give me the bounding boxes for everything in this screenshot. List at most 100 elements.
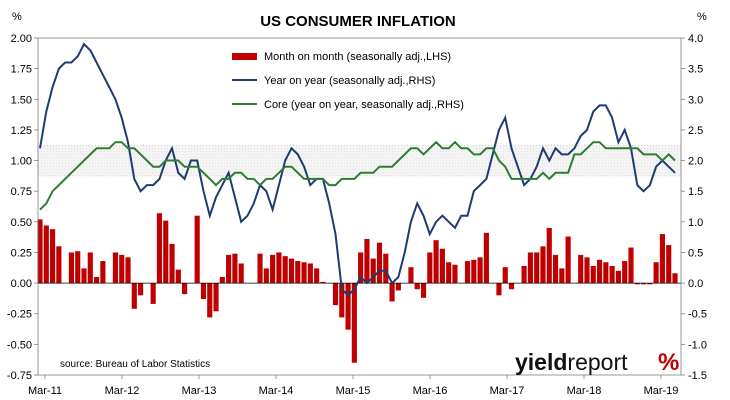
bar-month-on-month bbox=[534, 252, 540, 284]
bar-month-on-month bbox=[288, 258, 295, 284]
bar-month-on-month bbox=[559, 268, 565, 284]
bar-month-on-month bbox=[565, 236, 571, 284]
bar-month-on-month bbox=[609, 265, 615, 284]
bar-month-on-month bbox=[175, 269, 181, 284]
bar-month-on-month bbox=[75, 251, 81, 284]
bar-month-on-month bbox=[320, 281, 326, 284]
bar-month-on-month bbox=[427, 252, 433, 284]
bar-month-on-month bbox=[527, 252, 533, 284]
left-tick-label: 1.25 bbox=[11, 125, 32, 137]
month-on-month-bars bbox=[37, 213, 678, 363]
bar-month-on-month bbox=[94, 276, 100, 284]
left-tick-label: 1.00 bbox=[11, 156, 32, 168]
right-tick-label: 3.5 bbox=[688, 64, 703, 76]
legend-label-year-on-year: Year on year (seasonally adj.,RHS) bbox=[264, 75, 435, 87]
bar-month-on-month bbox=[634, 283, 640, 285]
x-tick-label: Mar-14 bbox=[259, 385, 294, 397]
bar-month-on-month bbox=[615, 270, 621, 284]
bar-month-on-month bbox=[282, 256, 288, 284]
plot-area-frame bbox=[37, 37, 682, 376]
bar-month-on-month bbox=[471, 259, 477, 284]
bar-month-on-month bbox=[301, 262, 307, 284]
bar-month-on-month bbox=[452, 264, 458, 284]
left-tick-label: 1.75 bbox=[11, 64, 32, 76]
bar-month-on-month bbox=[263, 268, 269, 284]
bar-month-on-month bbox=[238, 263, 244, 284]
bar-month-on-month bbox=[37, 219, 43, 284]
bar-month-on-month bbox=[81, 268, 87, 284]
bar-month-on-month bbox=[332, 283, 339, 306]
bar-month-on-month bbox=[307, 263, 313, 284]
bar-month-on-month bbox=[433, 240, 439, 284]
bar-month-on-month bbox=[364, 238, 370, 284]
right-tick-label: 0.5 bbox=[688, 247, 703, 259]
bar-month-on-month bbox=[578, 254, 584, 284]
bar-month-on-month bbox=[640, 283, 647, 285]
bar-month-on-month bbox=[232, 253, 238, 284]
x-tick-label: Mar-15 bbox=[336, 385, 371, 397]
chart-title: US CONSUMER INFLATION bbox=[260, 13, 456, 30]
yieldreport-logo: yieldreport % bbox=[515, 349, 679, 376]
bar-month-on-month bbox=[590, 265, 596, 284]
x-axis-ticks: Mar-11 Mar-12 Mar-13 Mar-14 Mar-15 Mar-16 Mar-… bbox=[28, 375, 678, 397]
bar-month-on-month bbox=[43, 225, 49, 284]
bar-month-on-month bbox=[395, 283, 401, 291]
logo-percent-mark: % bbox=[658, 349, 679, 376]
right-tick-label: 1.0 bbox=[688, 217, 703, 229]
series-line-year-on-year bbox=[39, 42, 676, 297]
left-tick-label: -0.25 bbox=[7, 309, 32, 321]
bar-month-on-month bbox=[295, 261, 301, 284]
right-tick-label: 0.0 bbox=[688, 278, 703, 290]
bar-month-on-month bbox=[182, 283, 188, 295]
x-tick-label: Mar-19 bbox=[644, 385, 679, 397]
right-tick-label: -0.5 bbox=[688, 309, 707, 321]
x-tick-label: Mar-16 bbox=[413, 385, 448, 397]
right-tick-label: 3.0 bbox=[688, 94, 703, 106]
right-tick-label: 2.0 bbox=[688, 156, 703, 168]
right-tick-label: 4.0 bbox=[688, 33, 703, 45]
bar-month-on-month bbox=[659, 234, 666, 284]
logo-text-yield: yield bbox=[515, 349, 567, 375]
bar-month-on-month bbox=[383, 253, 389, 284]
legend-label-core: Core (year on year, seasonally adj.,RHS) bbox=[264, 99, 464, 111]
bar-month-on-month bbox=[647, 283, 653, 285]
bar-month-on-month bbox=[540, 246, 546, 284]
logo-text-report: report bbox=[567, 349, 628, 375]
bar-month-on-month bbox=[200, 283, 207, 300]
bar-month-on-month bbox=[345, 283, 351, 330]
right-tick-label: -1.0 bbox=[688, 339, 707, 351]
bar-month-on-month bbox=[219, 276, 225, 284]
bar-month-on-month bbox=[596, 259, 603, 284]
right-tick-label: 2.5 bbox=[688, 125, 703, 137]
bar-month-on-month bbox=[169, 243, 175, 284]
legend: Month on month (seasonally adj.,LHS) Yea… bbox=[232, 51, 464, 111]
bar-month-on-month bbox=[496, 283, 502, 296]
bar-month-on-month bbox=[376, 242, 383, 284]
x-tick-label: Mar-12 bbox=[105, 385, 140, 397]
bar-month-on-month bbox=[87, 252, 93, 284]
left-tick-label: -0.75 bbox=[7, 370, 32, 382]
bar-month-on-month bbox=[314, 268, 320, 284]
bar-month-on-month bbox=[351, 283, 357, 363]
right-axis-ticks: -1.5 -1.0 -0.5 0.0 0.5 1.0 1.5 2.0 2.5 3.0 3.5 4.0 bbox=[681, 33, 707, 382]
bar-month-on-month bbox=[270, 254, 276, 284]
bar-month-on-month bbox=[150, 283, 156, 304]
left-tick-label: 2.00 bbox=[11, 33, 32, 45]
bar-month-on-month bbox=[213, 283, 219, 312]
bar-month-on-month bbox=[56, 246, 62, 284]
x-tick-label: Mar-18 bbox=[567, 385, 602, 397]
bar-month-on-month bbox=[112, 252, 119, 284]
svg-text:yieldreport: yieldreport bbox=[515, 349, 628, 375]
x-tick-label: Mar-11 bbox=[28, 385, 62, 397]
bar-month-on-month bbox=[226, 254, 232, 284]
bar-month-on-month bbox=[666, 245, 672, 284]
x-tick-label: Mar-13 bbox=[182, 385, 217, 397]
bar-month-on-month bbox=[339, 283, 345, 318]
bar-month-on-month bbox=[163, 220, 169, 284]
right-axis-unit: % bbox=[697, 11, 707, 23]
bar-month-on-month bbox=[100, 261, 106, 284]
bar-month-on-month bbox=[464, 261, 471, 284]
bar-month-on-month bbox=[603, 262, 609, 284]
